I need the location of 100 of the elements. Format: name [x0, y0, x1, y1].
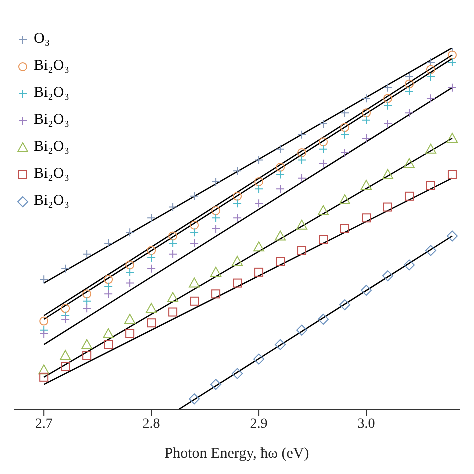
point — [425, 245, 436, 256]
point — [404, 86, 414, 96]
point — [298, 148, 307, 158]
point — [190, 296, 200, 306]
point — [446, 230, 458, 242]
point — [60, 350, 72, 360]
point — [124, 314, 136, 324]
point — [362, 134, 371, 143]
point — [212, 177, 221, 186]
point — [254, 199, 264, 208]
point — [446, 133, 458, 143]
point — [40, 372, 49, 382]
point — [382, 169, 394, 180]
legend-label: O₃ — [34, 30, 50, 49]
point — [276, 170, 286, 180]
legend-label: Bi₂O₃ — [34, 57, 70, 76]
point — [146, 303, 158, 314]
point — [340, 224, 350, 234]
point — [319, 144, 328, 154]
legend-label: Bi₂O₃ — [34, 165, 70, 184]
point — [190, 220, 200, 230]
point — [340, 300, 351, 311]
point — [296, 324, 308, 336]
point — [383, 94, 392, 104]
point — [340, 123, 350, 132]
point — [104, 282, 114, 292]
point — [232, 368, 244, 380]
point — [298, 130, 307, 140]
point — [404, 72, 414, 82]
point — [296, 220, 308, 230]
point — [298, 174, 307, 183]
point — [426, 65, 436, 74]
point — [340, 130, 350, 140]
point — [40, 275, 49, 284]
point — [340, 148, 350, 158]
legend-label: Bi₂O₃ — [34, 111, 70, 130]
point — [254, 177, 264, 186]
point — [275, 230, 286, 241]
point — [147, 246, 156, 256]
point — [168, 232, 178, 241]
point — [168, 292, 179, 302]
point — [319, 120, 328, 129]
point — [318, 205, 330, 216]
point — [190, 238, 200, 248]
point — [212, 224, 221, 234]
point — [426, 72, 436, 82]
legend-label: Bi₂O₃ — [34, 192, 70, 211]
point — [426, 58, 436, 67]
point — [362, 116, 371, 125]
point — [147, 318, 156, 328]
point — [147, 264, 156, 274]
legend-label: Bi₂O₃ — [34, 84, 70, 103]
point — [82, 351, 92, 360]
point — [362, 94, 371, 104]
point — [126, 268, 135, 277]
point — [168, 202, 178, 212]
point — [383, 202, 392, 212]
point — [362, 108, 371, 118]
point — [40, 329, 49, 338]
point — [38, 364, 50, 375]
point — [232, 256, 244, 266]
point — [210, 266, 222, 277]
point — [276, 162, 286, 172]
point — [82, 290, 92, 299]
point — [254, 156, 264, 165]
point — [404, 108, 414, 118]
point — [233, 278, 242, 288]
point — [448, 58, 457, 67]
point — [340, 194, 351, 205]
point — [190, 192, 200, 201]
point — [448, 83, 457, 92]
point — [168, 250, 178, 259]
point — [275, 339, 286, 350]
point — [276, 144, 286, 154]
point — [404, 80, 414, 89]
point — [126, 228, 135, 238]
x-axis-title: Photon Energy, ħω (eV) — [164, 446, 310, 462]
point — [233, 192, 242, 201]
point — [383, 101, 392, 110]
legend-label: Bi₂O₃ — [34, 138, 70, 157]
point — [404, 158, 415, 168]
point — [104, 290, 114, 299]
point — [82, 304, 92, 314]
point — [361, 285, 372, 296]
point — [318, 314, 330, 325]
point — [340, 108, 350, 118]
point — [319, 159, 328, 168]
point — [61, 264, 70, 274]
point — [233, 166, 242, 176]
point — [212, 290, 221, 299]
x-tick-label: 2.7 — [35, 416, 53, 432]
point — [448, 170, 457, 180]
x-tick-label: 3.0 — [358, 416, 376, 432]
point — [319, 138, 328, 147]
point — [298, 246, 307, 256]
point — [382, 270, 394, 282]
point — [104, 238, 114, 248]
point — [168, 238, 178, 248]
point — [254, 354, 265, 365]
point — [404, 192, 414, 201]
